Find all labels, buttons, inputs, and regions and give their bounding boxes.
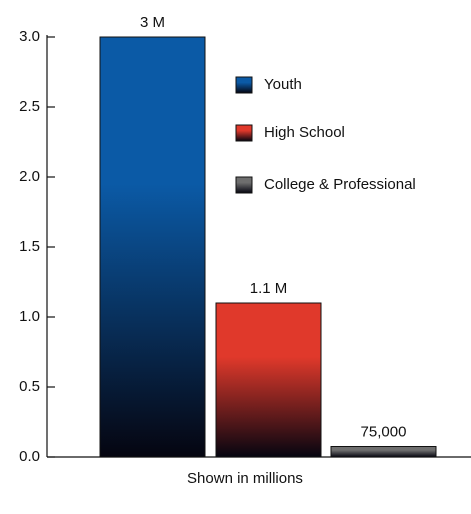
y-tick-label: 1.5	[19, 238, 40, 255]
bar	[215, 302, 322, 458]
legend-item: College & Professional	[235, 176, 416, 194]
legend-label: College & Professional	[264, 176, 416, 193]
y-tick-label: 1.0	[19, 308, 40, 325]
legend-swatch	[235, 176, 253, 194]
legend-label: Youth	[264, 76, 302, 93]
legend-item: High School	[235, 124, 345, 142]
value-label: 3 M	[140, 14, 165, 31]
y-tick-label: 2.0	[19, 168, 40, 185]
x-axis-label: Shown in millions	[187, 470, 303, 487]
value-label: 1.1 M	[250, 280, 288, 297]
y-tick-label: 0.0	[19, 448, 40, 465]
bar	[330, 446, 437, 458]
legend-label: High School	[264, 124, 345, 141]
legend-swatch	[235, 76, 253, 94]
legend-swatch	[235, 124, 253, 142]
y-tick-label: 3.0	[19, 28, 40, 45]
y-tick-label: 0.5	[19, 378, 40, 395]
legend-item: Youth	[235, 76, 302, 94]
value-label: 75,000	[361, 423, 407, 440]
bar	[99, 36, 206, 458]
y-tick-label: 2.5	[19, 98, 40, 115]
